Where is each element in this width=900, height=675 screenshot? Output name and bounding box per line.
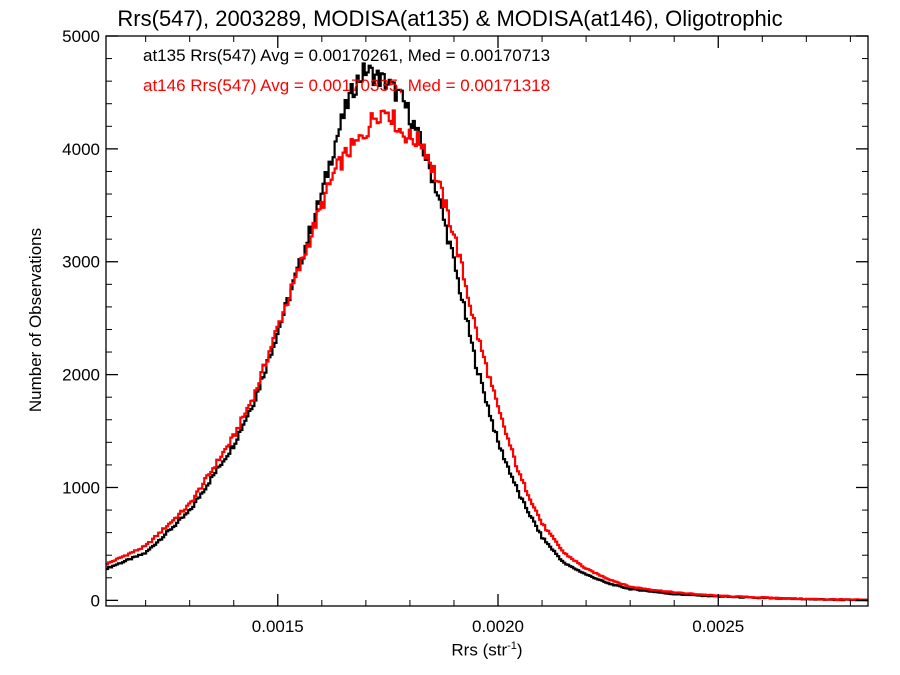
ticks-layer: 0.0015 0.0020 0.0025 0 1000 2000 3000 4000 5000 — [62, 27, 868, 636]
y-tick-label: 1000 — [62, 478, 100, 497]
histogram-series-at135 — [106, 62, 868, 602]
y-tick-label: 5000 — [62, 27, 100, 46]
annotation-at135: at135 Rrs(547) Avg = 0.00170261, Med = 0… — [143, 46, 551, 65]
x-axis-label: Rrs (str-1) — [106, 640, 868, 661]
y-tick-label: 2000 — [62, 366, 100, 385]
x-axis-label-main: Rrs (str — [451, 640, 508, 660]
x-tick-label: 0.0015 — [252, 617, 304, 636]
annotation-at146: at146 Rrs(547) Avg = 0.00170335, Med = 0… — [143, 76, 551, 95]
x-axis-label-close: ) — [516, 640, 523, 660]
y-axis-label-text: Number of Observations — [26, 227, 45, 413]
plot-frame — [105, 35, 869, 607]
histogram-series-at146 — [106, 109, 868, 602]
y-tick-label: 0 — [91, 591, 100, 610]
y-tick-label: 4000 — [62, 140, 100, 159]
x-tick-label: 0.0020 — [472, 617, 524, 636]
x-axis-label-superscript: -1 — [507, 640, 517, 652]
x-tick-label: 0.0025 — [692, 617, 744, 636]
chart-title: Rrs(547), 2003289, MODISA(at135) & MODIS… — [117, 6, 783, 31]
y-tick-label: 3000 — [62, 253, 100, 272]
series-layer — [106, 62, 868, 602]
